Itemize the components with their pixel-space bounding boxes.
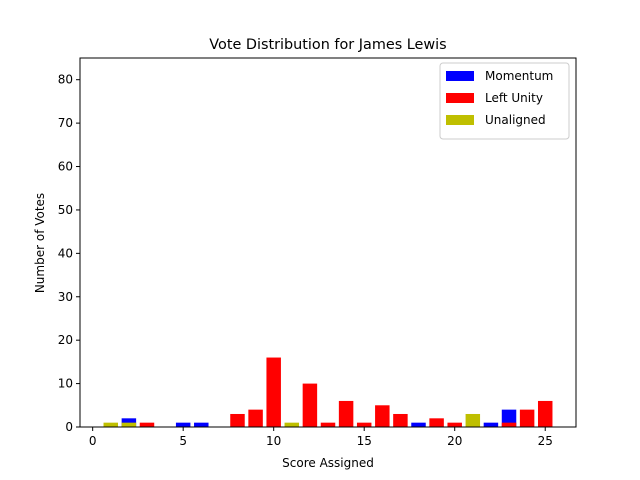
x-tick-label: 25 <box>538 434 553 448</box>
chart-title: Vote Distribution for James Lewis <box>209 37 446 53</box>
bar-left-unity-25 <box>537 400 553 427</box>
plot-frame <box>79 57 577 428</box>
y-tick-label: 60 <box>58 160 73 174</box>
bar-unaligned-21 <box>465 413 481 427</box>
x-tick-label: 0 <box>89 434 97 448</box>
bar-left-unity-9 <box>248 409 263 427</box>
bar-left-unity-17 <box>393 413 408 427</box>
x-tick-label: 20 <box>447 434 462 448</box>
x-axis-title: Score Assigned <box>282 456 374 470</box>
y-axis-title: Number of Votes <box>33 193 47 293</box>
bar-left-unity-20 <box>447 422 462 427</box>
y-tick-label: 10 <box>58 377 73 391</box>
bar-left-unity-12 <box>302 383 318 427</box>
legend-label-left-unity: Left Unity <box>485 91 543 105</box>
bar-left-unity-19 <box>429 418 444 427</box>
bar-left-unity-10 <box>266 357 281 427</box>
legend-swatch-unaligned <box>446 115 474 125</box>
bar-momentum-5 <box>175 422 191 427</box>
legend-swatch-left-unity <box>446 93 474 103</box>
x-tick-label: 15 <box>357 434 372 448</box>
x-tick-label: 5 <box>179 434 187 448</box>
y-tick-label: 50 <box>58 203 73 217</box>
legend: Momentum Left Unity Unaligned <box>439 62 570 140</box>
y-tick-label: 20 <box>58 333 73 347</box>
y-tick-label: 40 <box>58 246 73 260</box>
bar-momentum-22 <box>483 422 499 427</box>
bar-unaligned-2 <box>121 422 137 427</box>
legend-label-unaligned: Unaligned <box>485 113 546 127</box>
x-tick-label: 10 <box>266 434 281 448</box>
legend-swatch-momentum <box>446 71 474 81</box>
bar-unaligned-11 <box>284 422 300 427</box>
y-tick-label: 70 <box>58 116 73 130</box>
legend-label-momentum: Momentum <box>485 69 553 83</box>
bar-left-unity-14 <box>338 400 354 427</box>
bar-left-unity-13 <box>320 422 336 427</box>
bar-left-unity-24 <box>519 409 535 427</box>
bar-left-unity-8 <box>230 413 245 427</box>
bar-left-unity-16 <box>375 405 390 427</box>
bar-left-unity-3 <box>139 422 155 427</box>
bar-momentum-6 <box>194 422 209 427</box>
bar-unaligned-1 <box>103 422 119 427</box>
y-tick-label: 30 <box>58 290 73 304</box>
bar-momentum-18 <box>411 422 426 427</box>
bar-left-unity-15 <box>356 422 372 427</box>
axes-group: 0 5 10 15 20 25 0 10 20 30 40 50 60 70 80 <box>58 57 577 448</box>
bar-left-unity-23 <box>501 422 517 427</box>
y-tick-label: 0 <box>65 420 73 434</box>
y-tick-label: 80 <box>58 73 73 87</box>
bars-group <box>103 357 553 427</box>
